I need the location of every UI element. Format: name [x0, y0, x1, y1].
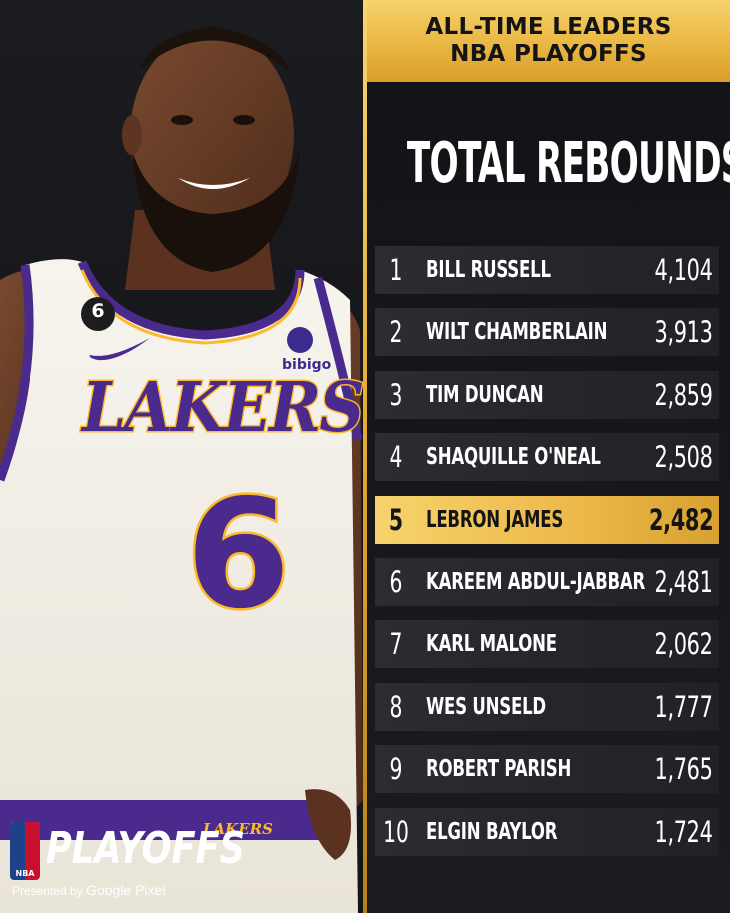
leader-rank: 3: [389, 377, 403, 412]
leader-name: ROBERT PARISH: [426, 756, 572, 783]
presented-by-sponsor: Google Pixel: [86, 882, 166, 898]
leader-row: 1 BILL RUSSELL 4,104: [375, 246, 719, 294]
leader-value: 4,104: [655, 253, 713, 287]
leaders-panel: ALL-TIME LEADERS NBA PLAYOFFS TOTAL REBO…: [367, 0, 730, 913]
waistband-text: LAKERS: [203, 820, 273, 838]
stat-title: TOTAL REBOUNDS: [406, 130, 730, 197]
player-photo: 6 bibigo LAKERS 6 LAKERS: [0, 0, 363, 913]
nba-logo-icon: NBA: [10, 822, 40, 880]
leader-row: 6 KAREEM ABDUL-JABBAR 2,481: [375, 557, 719, 606]
leader-row: 2 WILT CHAMBERLAIN 3,913: [375, 308, 719, 357]
beard: [132, 150, 300, 272]
leader-name: KARL MALONE: [426, 631, 557, 658]
leader-rank: 6: [389, 564, 403, 599]
leader-name: KAREEM ABDUL-JABBAR: [426, 568, 646, 595]
leader-row: 5 LEBRON JAMES 2,482: [375, 495, 719, 544]
playoffs-branding: NBA PLAYOFFS Presented by Google Pixel: [10, 818, 245, 903]
jersey: [0, 259, 358, 913]
leader-name: TIM DUNCAN: [426, 381, 544, 408]
jersey-team-name: LAKERS: [81, 367, 363, 450]
leader-name: SHAQUILLE O'NEAL: [426, 444, 601, 471]
playoffs-wordmark: PLAYOFFS: [46, 823, 246, 874]
gold-divider: [363, 0, 367, 913]
leader-value: 2,508: [655, 440, 713, 475]
jersey-sponsor: bibigo: [282, 357, 332, 373]
jersey-patch-number: 6: [91, 300, 105, 322]
leader-rank: 1: [389, 253, 403, 287]
leader-value: 2,062: [655, 627, 713, 662]
leader-rank: 9: [389, 752, 403, 787]
jersey-number: 6: [183, 468, 292, 643]
panel-header: ALL-TIME LEADERS NBA PLAYOFFS: [367, 0, 730, 82]
leader-row: 9 ROBERT PARISH 1,765: [375, 745, 719, 794]
leader-name: WES UNSELD: [426, 693, 546, 720]
leader-value: 2,859: [655, 377, 713, 412]
leader-value: 3,913: [655, 315, 713, 350]
leader-rank: 8: [389, 689, 403, 724]
leader-row: 7 KARL MALONE 2,062: [375, 620, 719, 669]
presented-by: Presented by Google Pixel: [12, 882, 165, 898]
leader-row: 4 SHAQUILLE O'NEAL 2,508: [375, 433, 719, 482]
player-illustration: [0, 26, 363, 913]
leader-value: 1,777: [655, 689, 713, 724]
head: [130, 31, 294, 239]
leader-value: 2,482: [648, 502, 714, 537]
leader-rank: 7: [389, 627, 403, 662]
nba-logo-text: NBA: [15, 869, 35, 878]
leader-row: 10 ELGIN BAYLOR 1,724: [375, 807, 719, 856]
leader-name: BILL RUSSELL: [426, 257, 551, 283]
leader-name: WILT CHAMBERLAIN: [426, 319, 608, 346]
header-line-2: NBA PLAYOFFS: [450, 41, 647, 67]
leader-rank: 5: [388, 502, 404, 537]
leaders-list: 1 BILL RUSSELL 4,104 2 WILT CHAMBERLAIN 3,913…: [375, 246, 719, 870]
leader-rank: 4: [389, 440, 403, 475]
presented-by-label: Presented by: [12, 884, 83, 898]
leader-name: LEBRON JAMES: [426, 506, 564, 533]
leader-value: 1,765: [655, 752, 713, 787]
header-line-1: ALL-TIME LEADERS: [425, 14, 672, 40]
leader-rank: 10: [383, 814, 409, 849]
leader-row: 3 TIM DUNCAN 2,859: [375, 370, 719, 419]
leader-value: 2,481: [655, 564, 713, 599]
leader-value: 1,724: [655, 814, 713, 849]
leader-row: 8 WES UNSELD 1,777: [375, 682, 719, 731]
leader-name: ELGIN BAYLOR: [426, 818, 558, 845]
leader-rank: 2: [389, 315, 403, 350]
